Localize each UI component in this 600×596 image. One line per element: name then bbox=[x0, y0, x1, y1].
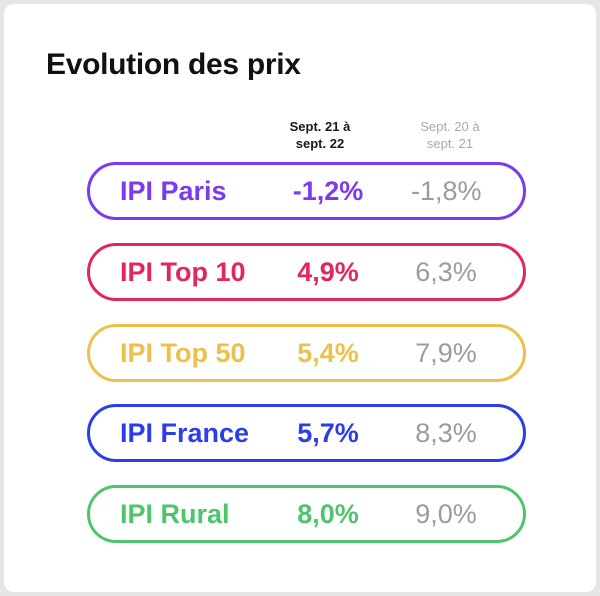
index-current-value: -1,2% bbox=[292, 176, 364, 206]
index-row-rural: IPI Rural 8,0% 9,0% bbox=[87, 485, 526, 543]
index-label: IPI Rural bbox=[120, 499, 230, 529]
index-label: IPI Top 10 bbox=[120, 257, 246, 287]
index-previous-value: 8,3% bbox=[415, 418, 477, 448]
index-previous-value: 9,0% bbox=[415, 499, 477, 529]
index-label: IPI Paris bbox=[120, 176, 227, 206]
index-current-value: 4,9% bbox=[297, 257, 359, 287]
index-current-value: 5,4% bbox=[297, 338, 359, 368]
column-header-current-label: Sept. 21 à sept. 22 bbox=[289, 119, 351, 151]
column-header-current: Sept. 21 à sept. 22 bbox=[260, 118, 380, 152]
index-label: IPI France bbox=[120, 418, 250, 448]
index-row-france: IPI France 5,7% 8,3% bbox=[87, 404, 526, 462]
column-header-previous: Sept. 20 à sept. 21 bbox=[390, 118, 510, 152]
index-label: IPI Top 50 bbox=[120, 338, 246, 368]
index-current-value: 5,7% bbox=[297, 418, 359, 448]
index-previous-value: -1,8% bbox=[411, 176, 482, 206]
index-row-paris: IPI Paris -1,2% -1,8% bbox=[87, 162, 526, 220]
page-title: Evolution des prix bbox=[46, 48, 301, 81]
index-row-top-50: IPI Top 50 5,4% 7,9% bbox=[87, 324, 526, 382]
index-current-value: 8,0% bbox=[297, 499, 359, 529]
index-previous-value: 7,9% bbox=[415, 338, 477, 368]
index-row-top-10: IPI Top 10 4,9% 6,3% bbox=[87, 243, 526, 301]
index-previous-value: 6,3% bbox=[415, 257, 477, 287]
column-header-previous-label: Sept. 20 à sept. 21 bbox=[420, 119, 480, 151]
price-evolution-card: Evolution des prix Sept. 21 à sept. 22 S… bbox=[4, 4, 596, 592]
